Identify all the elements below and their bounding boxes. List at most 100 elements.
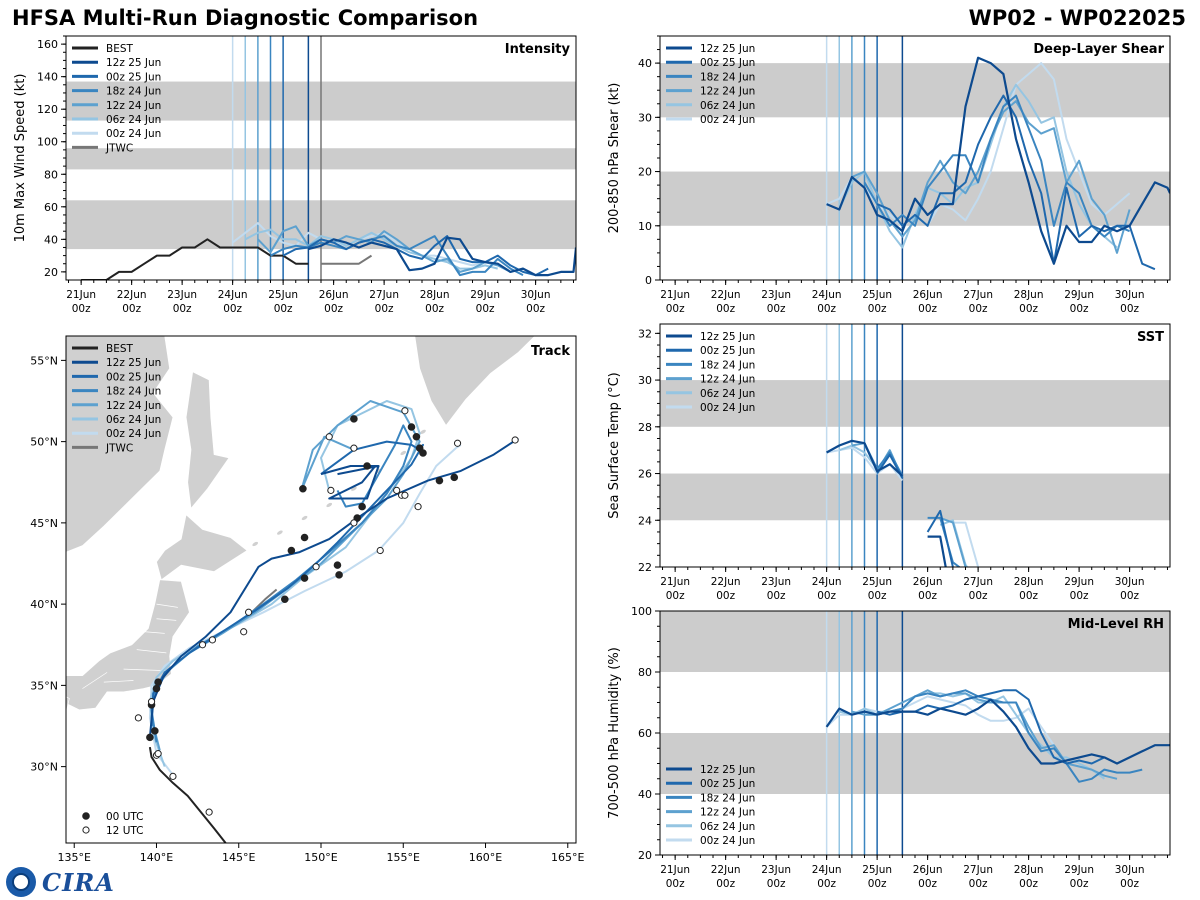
sst-xtick-hour: 00z xyxy=(817,590,836,602)
track-marker-00utc xyxy=(363,462,371,470)
shear-ylabel: 200-850 hPa Shear (kt) xyxy=(607,83,622,234)
rh-xtick-date: 29Jun xyxy=(1064,864,1094,876)
landmass-kuril-6 xyxy=(399,450,407,456)
rh-legend-label-12z-25-jun: 12z 25 Jun xyxy=(700,764,755,776)
track-marker-00utc xyxy=(300,574,309,582)
rh-xtick-date: 21Jun xyxy=(660,864,690,876)
intensity-xtick-hour: 00z xyxy=(72,303,91,315)
shear-title: Deep-Layer Shear xyxy=(1033,42,1164,57)
intensity-xtick-date: 26Jun xyxy=(319,289,349,301)
track-marker-12utc xyxy=(147,698,156,706)
track-legend-label-12z-24-jun: 12z 24 Jun xyxy=(106,400,161,412)
shear-xtick-date: 30Jun xyxy=(1115,289,1145,301)
sst-xtick-date: 25Jun xyxy=(862,576,892,588)
intensity-panel: 20 40 60 80 100 120 140 160 21Jun 00z 22Jun 00z 23Ju… xyxy=(13,35,577,315)
sst-ytick-label: 24 xyxy=(638,514,652,527)
sst-ylabel: Sea Surface Temp (°C) xyxy=(607,372,622,519)
intensity-series-00z-25-jun xyxy=(282,235,549,277)
sst-legend-label-12z-25-jun: 12z 25 Jun xyxy=(700,331,755,343)
sst-ytick-label: 28 xyxy=(638,421,652,434)
rh-band-0 xyxy=(660,733,1170,794)
track-xtick-label: 155°E xyxy=(387,851,420,864)
intensity-xtick-hour: 00z xyxy=(173,303,192,315)
sst-xtick-hour: 00z xyxy=(666,590,685,602)
landmass-shikoku xyxy=(66,696,70,714)
sst-xtick-hour: 00z xyxy=(918,590,937,602)
rh-xtick-hour: 00z xyxy=(969,878,988,890)
shear-series-00z-25-jun xyxy=(876,94,1156,271)
track-marker-00utc xyxy=(300,533,309,542)
intensity-legend-label-jtwc: JTWC xyxy=(105,142,133,154)
sst-xtick-hour: 00z xyxy=(1019,590,1038,602)
intensity-ytick-label: 60 xyxy=(44,201,58,214)
track-series-12z-25-jun-loop xyxy=(320,465,380,500)
shear-ytick-label: 10 xyxy=(638,220,652,233)
track-legend-12utc: 12 UTC xyxy=(106,825,144,837)
shear-ytick-label: 20 xyxy=(638,166,652,179)
sst-xtick-date: 28Jun xyxy=(1014,576,1044,588)
track-legend-label-jtwc: JTWC xyxy=(105,442,133,454)
track-xtick-label: 145°E xyxy=(222,851,255,864)
track-marker-12utc xyxy=(350,444,358,452)
rh-xtick-hour: 00z xyxy=(1120,878,1139,890)
track-xtick-label: 150°E xyxy=(304,851,337,864)
cira-logo: CIRA xyxy=(6,866,115,898)
storm-id: WP02 - WP022025 xyxy=(968,6,1186,30)
shear-xtick-hour: 00z xyxy=(1019,303,1038,315)
track-marker-00utc xyxy=(151,727,159,735)
rh-xtick-hour: 00z xyxy=(1019,878,1038,890)
rh-band-1 xyxy=(660,611,1170,672)
shear-xtick-date: 28Jun xyxy=(1014,289,1044,301)
intensity-ylabel: 10m Max Wind Speed (kt) xyxy=(13,74,28,243)
intensity-xtick-hour: 00z xyxy=(476,303,495,315)
track-ytick-label: 50°N xyxy=(30,436,58,449)
rh-panel: 20 40 60 80 100 21Jun 00z 22Jun 00z 23Jun 00z 24Jun… xyxy=(607,605,1171,890)
landmass-kamchatka xyxy=(414,336,536,427)
shear-xtick-hour: 00z xyxy=(1120,303,1139,315)
intensity-ytick-label: 40 xyxy=(44,233,58,246)
track-marker-00utc xyxy=(353,514,361,522)
track-legend-label-12z-25-jun: 12z 25 Jun xyxy=(106,357,161,369)
rh-ytick-label: 40 xyxy=(638,788,652,801)
track-panel: 135°E 140°E 145°E 150°E 155°E 160°E 165°E 30°N 3… xyxy=(30,335,585,864)
sst-title: SST xyxy=(1137,330,1164,345)
sst-xtick-date: 27Jun xyxy=(963,576,993,588)
landmass-sakhalin xyxy=(185,371,230,510)
prefecture-border-1 xyxy=(136,649,167,654)
track-legend-00utc: 00 UTC xyxy=(106,811,144,823)
sst-series-00z-25-jun xyxy=(876,453,955,567)
shear-legend-label-12z-24-jun: 12z 24 Jun xyxy=(700,86,755,98)
prefecture-border-6 xyxy=(156,618,177,621)
shear-legend-label-00z-25-jun: 00z 25 Jun xyxy=(700,57,755,69)
intensity-legend-label-best: BEST xyxy=(106,43,134,55)
track-marker-12utc xyxy=(240,628,248,636)
track-legend-label-00z-24-jun: 00z 24 Jun xyxy=(106,428,161,440)
prefecture-border-0 xyxy=(144,631,165,634)
track-series-00z-25-jun xyxy=(150,440,424,727)
intensity-series-12z-24-jun xyxy=(257,225,511,273)
intensity-xtick-date: 22Jun xyxy=(117,289,147,301)
track-marker-12utc xyxy=(376,546,384,555)
track-marker-12utc xyxy=(312,563,320,571)
intensity-legend-label-00z-25-jun: 00z 25 Jun xyxy=(106,71,161,83)
track-xtick-label: 140°E xyxy=(140,851,173,864)
track-legend-label-00z-25-jun: 00z 25 Jun xyxy=(106,371,161,383)
intensity-xtick-hour: 00z xyxy=(274,303,293,315)
intensity-xtick-hour: 00z xyxy=(425,303,444,315)
shear-ytick-label: 40 xyxy=(638,57,652,70)
sst-band-1 xyxy=(660,380,1170,427)
track-legend-marker-00utc xyxy=(82,812,90,820)
track-marker-12utc xyxy=(350,519,358,527)
sst-ytick-label: 30 xyxy=(638,374,652,387)
rh-ylabel: 700-500 hPa Humidity (%) xyxy=(607,647,622,819)
intensity-xtick-date: 29Jun xyxy=(470,289,500,301)
track-ytick-label: 40°N xyxy=(30,598,58,611)
intensity-legend-label-00z-24-jun: 00z 24 Jun xyxy=(106,128,161,140)
sst-xtick-hour: 00z xyxy=(868,590,887,602)
rh-series-12z-24-jun xyxy=(851,689,1118,780)
track-title: Track xyxy=(531,344,570,359)
rh-ytick-label: 80 xyxy=(638,666,652,679)
rh-xtick-hour: 00z xyxy=(1070,878,1089,890)
sst-series-12z-25-jun xyxy=(826,439,947,567)
